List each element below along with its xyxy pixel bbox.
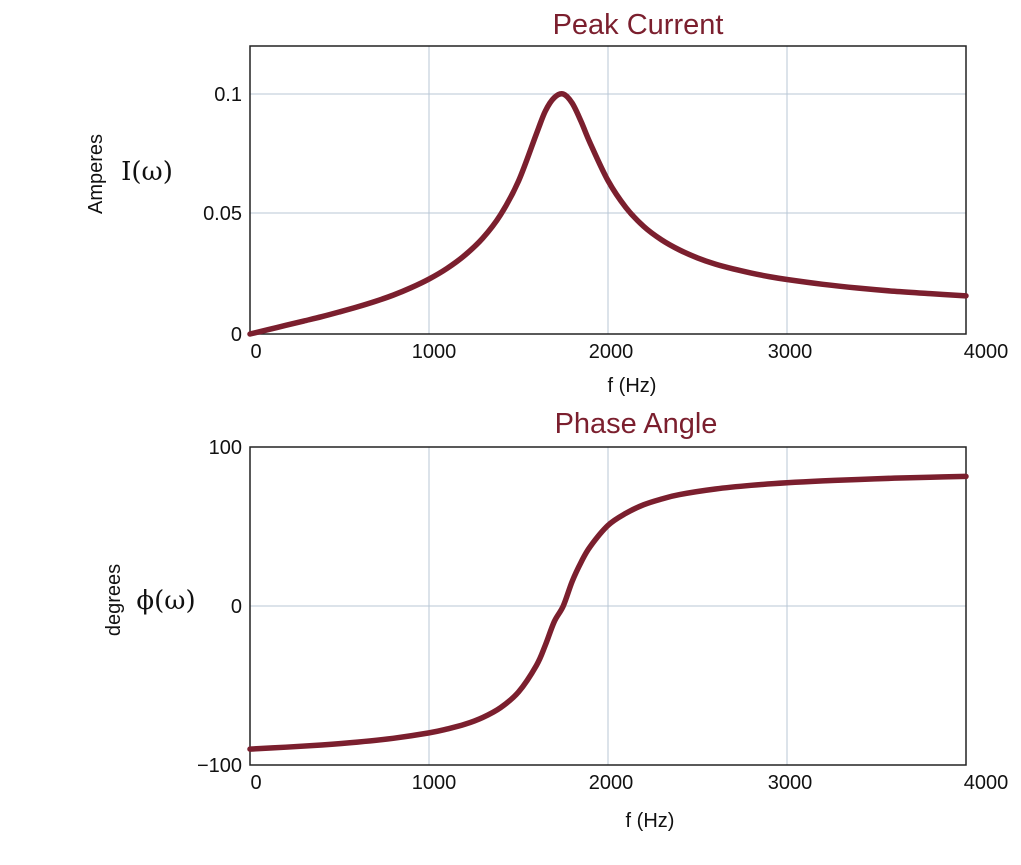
y-axis-label: Amperes bbox=[85, 134, 107, 214]
x-axis-label: f (Hz) bbox=[626, 810, 675, 832]
y-tick-labels: −100 0 100 bbox=[197, 437, 242, 777]
x-tick-label: 1000 bbox=[412, 341, 457, 363]
x-tick-label: 4000 bbox=[964, 341, 1009, 363]
current-curve bbox=[247, 91, 969, 337]
y-tick-label: −100 bbox=[197, 755, 242, 777]
function-label: I(ω) bbox=[121, 157, 173, 187]
grid-lines bbox=[250, 447, 966, 765]
y-tick-label: 0.05 bbox=[203, 203, 242, 225]
x-tick-label: 2000 bbox=[589, 772, 634, 794]
chart-peak-current: Peak Current 0 0.05 0.1 0 1000 2000 3000… bbox=[85, 9, 1008, 397]
y-tick-labels: 0 0.05 0.1 bbox=[203, 84, 242, 346]
x-tick-label: 0 bbox=[250, 772, 261, 794]
x-tick-labels: 0 1000 2000 3000 4000 bbox=[250, 772, 1008, 794]
chart-title: Peak Current bbox=[553, 9, 724, 41]
plot-frame bbox=[249, 446, 967, 766]
plot-frame bbox=[249, 45, 967, 335]
y-tick-label: 0 bbox=[231, 324, 242, 346]
y-tick-label: 0.1 bbox=[214, 84, 242, 106]
x-tick-label: 2000 bbox=[589, 341, 634, 363]
x-tick-label: 3000 bbox=[768, 341, 813, 363]
x-tick-label: 4000 bbox=[964, 772, 1009, 794]
x-axis-label: f (Hz) bbox=[608, 375, 657, 397]
y-axis-label: degrees bbox=[103, 564, 125, 636]
x-tick-label: 3000 bbox=[768, 772, 813, 794]
x-tick-label: 1000 bbox=[412, 772, 457, 794]
y-tick-label: 0 bbox=[231, 596, 242, 618]
chart-title: Phase Angle bbox=[555, 408, 718, 440]
grid-lines bbox=[250, 46, 966, 334]
x-tick-labels: 0 1000 2000 3000 4000 bbox=[250, 341, 1008, 363]
function-label: ϕ(ω) bbox=[136, 586, 195, 616]
y-tick-label: 100 bbox=[209, 437, 242, 459]
x-tick-label: 0 bbox=[250, 341, 261, 363]
phase-curve bbox=[247, 473, 969, 752]
chart-phase-angle: Phase Angle −100 0 100 0 1000 2000 3000 … bbox=[103, 408, 1008, 832]
